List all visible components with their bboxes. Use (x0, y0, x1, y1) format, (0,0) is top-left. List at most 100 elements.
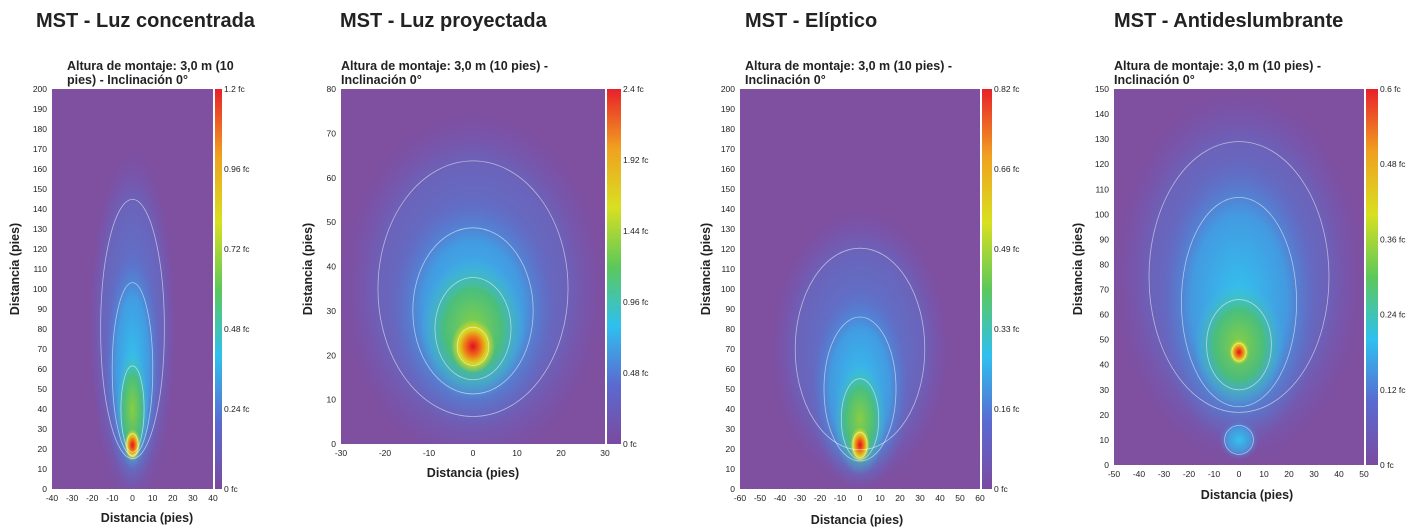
x-axis-label: Distancia (pies) (1200, 488, 1294, 502)
y-tick-label: 0 (42, 484, 47, 494)
y-tick-label: 10 (38, 464, 48, 474)
heatmap-panel-3: 0102030405060708090100110120130140150160… (721, 84, 1020, 503)
y-tick-label: 110 (33, 264, 47, 274)
y-tick-label: 140 (721, 204, 735, 214)
x-tick-label: 20 (895, 493, 905, 503)
y-tick-label: 80 (327, 84, 337, 94)
isoline (1148, 141, 1330, 413)
chart-title: MST - Luz concentrada (36, 10, 255, 32)
isoline (1181, 196, 1298, 408)
y-tick-label: 40 (327, 262, 337, 272)
chart-subtitle: Altura de montaje: 3,0 m (10 pies) - Inc… (1114, 59, 1321, 87)
isoline (456, 326, 490, 366)
x-axis-label: Distancia (pies) (100, 511, 194, 525)
x-tick-label: 30 (188, 493, 198, 503)
y-tick-label: 130 (721, 224, 735, 234)
colorbar-tick-label: 2.4 fc (623, 84, 645, 94)
colorbar-tick-label: 0.48 fc (623, 368, 649, 378)
colorbar-tick-label: 0.48 fc (1380, 159, 1406, 169)
colorbar-tick-label: 1.44 fc (623, 226, 649, 236)
x-tick-label: -20 (814, 493, 827, 503)
y-tick-label: 160 (33, 164, 47, 174)
x-tick-label: 30 (915, 493, 925, 503)
chart-subtitle: Altura de montaje: 3,0 m (10 pies) - Inc… (67, 59, 234, 87)
x-tick-label: 30 (600, 448, 610, 458)
intensity-region-4 (451, 319, 495, 373)
x-tick-label: -30 (66, 493, 79, 503)
isoline (1224, 425, 1254, 455)
x-tick-label: -40 (46, 493, 59, 503)
y-tick-label: 10 (327, 395, 337, 405)
x-tick-label: 50 (955, 493, 965, 503)
y-tick-label: 160 (721, 164, 735, 174)
y-tick-label: 70 (1100, 285, 1110, 295)
x-tick-label: -10 (423, 448, 436, 458)
isoline (377, 160, 569, 417)
x-tick-label: 40 (208, 493, 218, 503)
x-tick-label: 0 (130, 493, 135, 503)
y-tick-label: 0 (1104, 460, 1109, 470)
y-tick-label: 90 (38, 304, 48, 314)
y-tick-label: 80 (726, 324, 736, 334)
isoline (434, 277, 512, 381)
y-tick-label: 90 (726, 304, 736, 314)
y-tick-label: 200 (33, 84, 47, 94)
x-tick-label: 10 (875, 493, 885, 503)
x-tick-label: -40 (774, 493, 787, 503)
colorbar-tick-label: 0 fc (994, 484, 1008, 494)
x-tick-label: -10 (834, 493, 847, 503)
x-tick-label: 0 (471, 448, 476, 458)
y-tick-label: 120 (721, 244, 735, 254)
y-tick-label: 120 (1095, 159, 1109, 169)
colorbar-tick-label: 0 fc (1380, 460, 1394, 470)
colorbar-tick-label: 0.48 fc (224, 324, 250, 334)
y-tick-label: 140 (1095, 109, 1109, 119)
isoline (100, 198, 165, 460)
x-tick-label: 40 (1334, 469, 1344, 479)
isoline (1206, 299, 1272, 391)
x-axis-label: Distancia (pies) (810, 513, 904, 527)
y-tick-label: 80 (38, 324, 48, 334)
y-tick-label: 10 (726, 464, 736, 474)
x-tick-label: -30 (794, 493, 807, 503)
x-tick-label: 20 (1284, 469, 1294, 479)
colorbar-tick-label: 0.12 fc (1380, 385, 1406, 395)
x-tick-label: -30 (1158, 469, 1171, 479)
y-tick-label: 150 (1095, 84, 1109, 94)
y-tick-label: 30 (38, 424, 48, 434)
colorbar-tick-label: 1.92 fc (623, 155, 649, 165)
y-tick-label: 60 (38, 364, 48, 374)
y-tick-label: 110 (1095, 184, 1109, 194)
isoline (840, 378, 880, 460)
x-tick-label: -30 (335, 448, 348, 458)
y-tick-label: 70 (327, 128, 337, 138)
heatmap-panel-2: 0 10 20 30 40 50 60 70 80 -30 -20 -10 0 10 20 30 0 fc 0.4… (327, 84, 650, 458)
y-tick-label: 60 (726, 364, 736, 374)
x-tick-label: -50 (754, 493, 767, 503)
x-tick-label: 50 (1359, 469, 1369, 479)
y-tick-label: 120 (33, 244, 47, 254)
y-tick-label: 130 (1095, 134, 1109, 144)
y-tick-label: 50 (327, 217, 337, 227)
colorbar-tick-label: 0.16 fc (994, 404, 1020, 414)
y-tick-label: 100 (1095, 209, 1109, 219)
x-tick-label: -20 (86, 493, 99, 503)
y-tick-label: 50 (38, 384, 48, 394)
colorbar-tick-label: 0.82 fc (994, 84, 1020, 94)
colorbar (215, 89, 222, 489)
y-tick-label: 10 (1100, 435, 1110, 445)
y-tick-label: 190 (721, 104, 735, 114)
colorbar-tick-label: 0.24 fc (224, 404, 250, 414)
colorbar-tick-label: 0.6 fc (1380, 84, 1402, 94)
isoline (111, 282, 154, 456)
x-tick-label: 30 (1309, 469, 1319, 479)
y-tick-label: 60 (1100, 310, 1110, 320)
colorbar-tick-label: 0.49 fc (994, 244, 1020, 254)
x-tick-label: 10 (1259, 469, 1269, 479)
y-tick-label: 130 (33, 224, 47, 234)
isoline (126, 433, 139, 457)
chart-title: MST - Luz proyectada (340, 10, 547, 32)
x-axis-label: Distancia (pies) (426, 466, 520, 480)
y-tick-label: 40 (38, 404, 48, 414)
